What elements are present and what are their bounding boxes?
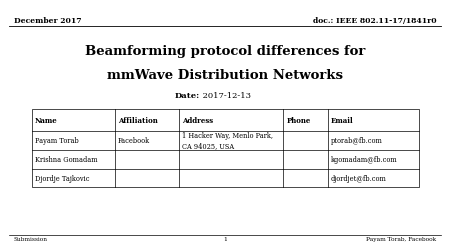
Text: Facebook: Facebook: [118, 137, 150, 144]
Text: Affiliation: Affiliation: [118, 116, 158, 124]
Text: djordjet@fb.com: djordjet@fb.com: [331, 174, 387, 182]
Text: kgomadam@fb.com: kgomadam@fb.com: [331, 155, 397, 163]
Text: Phone: Phone: [286, 116, 310, 124]
Text: Date:: Date:: [0, 251, 1, 252]
Text: December 2017: December 2017: [14, 17, 81, 25]
Text: Payam Torab: Payam Torab: [35, 137, 78, 144]
Text: 2017-12-13: 2017-12-13: [200, 92, 251, 100]
Text: Date: 2017-12-13: Date: 2017-12-13: [0, 251, 1, 252]
Text: Email: Email: [331, 116, 353, 124]
Text: Name: Name: [35, 116, 58, 124]
Text: ptorab@fb.com: ptorab@fb.com: [331, 137, 382, 144]
Text: Krishna Gomadam: Krishna Gomadam: [35, 155, 97, 163]
Text: Address: Address: [182, 116, 213, 124]
Bar: [32, 110, 419, 188]
Text: 1 Hacker Way, Menlo Park,
CA 94025, USA: 1 Hacker Way, Menlo Park, CA 94025, USA: [182, 131, 273, 150]
Text: Date:: Date:: [175, 92, 200, 100]
Text: Beamforming protocol differences for: Beamforming protocol differences for: [85, 45, 365, 58]
Text: 1: 1: [223, 236, 227, 241]
Text: Payam Torab, Facebook: Payam Torab, Facebook: [366, 236, 436, 241]
Text: Submission: Submission: [14, 236, 48, 241]
Text: mmWave Distribution Networks: mmWave Distribution Networks: [107, 69, 343, 82]
Text: doc.: IEEE 802.11-17/1841r0: doc.: IEEE 802.11-17/1841r0: [313, 17, 436, 25]
Text: Djordje Tajkovic: Djordje Tajkovic: [35, 174, 89, 182]
